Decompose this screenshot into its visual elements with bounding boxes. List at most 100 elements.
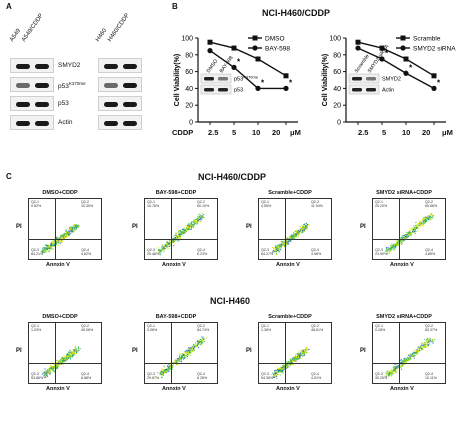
flow-x-label: Annxin V [390, 386, 414, 392]
event-dot [167, 366, 169, 368]
flow-scatter [40, 223, 80, 254]
event-dot [275, 369, 277, 371]
event-dot [56, 238, 58, 239]
event-dot [179, 239, 181, 241]
event-dot [61, 358, 63, 360]
event-dot [73, 350, 75, 352]
event-dot [193, 350, 195, 352]
event-dot [65, 356, 67, 358]
event-dot [392, 370, 394, 372]
event-dot [422, 346, 424, 348]
event-dot [277, 369, 279, 371]
event-dot [275, 373, 277, 374]
event-dot [177, 231, 179, 233]
event-dot [44, 249, 46, 251]
event-dot [47, 248, 49, 250]
event-dot [197, 216, 199, 218]
event-dot [415, 227, 417, 229]
event-dot [412, 230, 414, 232]
event-dot [401, 360, 403, 362]
event-dot [192, 223, 194, 225]
event-dot [427, 214, 429, 216]
event-dot [302, 230, 304, 232]
event-dot [295, 353, 297, 355]
event-dot [283, 367, 285, 369]
event-dot [399, 366, 401, 368]
event-dot [424, 341, 426, 343]
event-dot [184, 229, 186, 230]
event-dot [71, 228, 73, 230]
event-dot [71, 351, 72, 353]
event-dot [425, 344, 427, 346]
event-dot [197, 347, 199, 349]
flow-plot-area: Q2-1 10.76% Q2-2 60.10% Q2-3 29.46% Q2-4 6.23% [144, 198, 218, 260]
event-dot [416, 351, 418, 353]
event-dot [402, 240, 404, 242]
event-dot [175, 362, 177, 364]
event-dot [391, 373, 393, 375]
event-dot [285, 242, 287, 243]
event-dot [303, 353, 305, 355]
event-dot [52, 243, 53, 245]
flow-y-label: PI [132, 348, 138, 354]
y-tick-label: 0 [189, 120, 193, 127]
event-dot [301, 355, 303, 357]
event-dot [274, 373, 276, 374]
event-dot [303, 226, 305, 228]
event-dot [412, 228, 414, 230]
event-dot [300, 357, 302, 359]
event-dot [301, 230, 303, 232]
event-dot [56, 363, 58, 365]
event-dot [296, 234, 298, 236]
event-dot [171, 239, 173, 241]
event-dot [66, 353, 68, 355]
event-dot [187, 227, 189, 229]
event-dot [184, 355, 186, 357]
event-dot [420, 345, 422, 347]
event-dot [44, 373, 46, 375]
event-dot [58, 363, 60, 365]
event-dot [413, 225, 415, 227]
event-dot [48, 372, 50, 374]
gate-line-vertical [399, 199, 400, 259]
flow-plot-title: DMSO+CDDP [42, 190, 78, 196]
event-dot [280, 246, 282, 248]
event-dot [189, 348, 191, 350]
event-dot [177, 363, 179, 365]
event-dot [175, 237, 177, 239]
event-dot [391, 372, 393, 374]
event-dot [434, 339, 436, 340]
event-dot [406, 236, 408, 238]
event-dot [288, 361, 289, 362]
quadrant-label: Q2-4 6.26% [197, 372, 208, 380]
event-dot [276, 377, 278, 379]
event-dot [414, 232, 416, 234]
event-dot [306, 227, 308, 228]
event-dot [48, 247, 49, 249]
event-dot [417, 223, 419, 224]
event-dot [391, 370, 393, 372]
event-dot [64, 356, 66, 358]
event-dot [69, 233, 71, 235]
event-dot [407, 358, 409, 360]
event-dot [281, 370, 283, 372]
event-dot [67, 233, 69, 235]
event-dot [426, 340, 428, 342]
inset-band [352, 77, 362, 81]
event-dot [273, 251, 275, 253]
event-dot [62, 360, 64, 362]
event-dot [180, 361, 182, 363]
event-dot [431, 339, 433, 341]
event-dot [72, 230, 73, 232]
event-dot [168, 366, 170, 368]
event-dot [274, 251, 276, 253]
event-dot [177, 239, 179, 241]
event-dot [52, 245, 54, 247]
event-dot [279, 370, 281, 372]
event-dot [190, 222, 192, 224]
event-dot [166, 241, 168, 243]
event-dot [202, 338, 204, 340]
event-dot [192, 225, 194, 227]
event-dot [289, 237, 291, 239]
event-dot [409, 233, 411, 235]
